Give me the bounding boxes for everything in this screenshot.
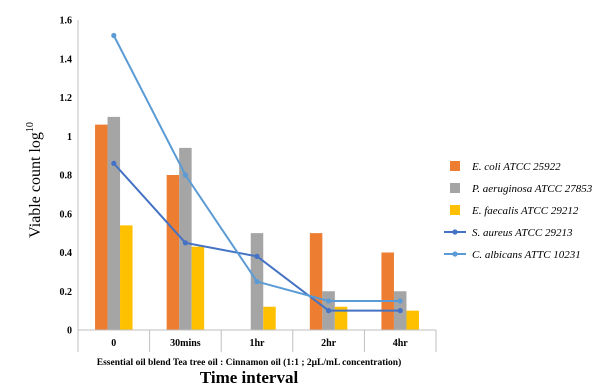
y-tick-label: 0.4 xyxy=(60,248,73,259)
series-point xyxy=(397,308,403,314)
legend-swatch-marker xyxy=(452,251,458,257)
y-tick-label: 1.6 xyxy=(60,16,73,27)
legend-swatch xyxy=(450,183,460,193)
bar xyxy=(95,124,108,330)
x-tick-label: 0 xyxy=(111,338,116,349)
bar xyxy=(107,116,121,330)
series-point xyxy=(111,160,117,166)
series-point xyxy=(326,308,332,314)
y-tick-label: 0 xyxy=(67,326,72,337)
bars xyxy=(95,116,419,330)
legend-label: S. aureus ATCC 29213 xyxy=(472,227,573,239)
legend-label: P. aeruginosa ATCC 27853 xyxy=(471,183,593,195)
x-tick-label: 4hr xyxy=(393,338,409,349)
legend-label: E. coli ATCC 25922 xyxy=(471,161,561,173)
y-axis-label-superscript: 10 xyxy=(25,122,36,132)
bar xyxy=(334,306,348,330)
legend-label: C. albicans ATTC 10231 xyxy=(472,249,581,261)
lines xyxy=(111,32,403,314)
series-point xyxy=(326,298,332,304)
x-axis-note: Essential oil blend Tea tree oil : Cinna… xyxy=(97,357,401,368)
y-axis-label: Viable count log xyxy=(27,132,44,238)
bar xyxy=(179,147,192,330)
y-axis-title: Viable count log10 xyxy=(25,122,44,238)
bar xyxy=(120,225,133,330)
x-tick-label: 30mins xyxy=(170,338,201,349)
y-tick-label: 1.2 xyxy=(60,93,73,104)
x-axis-title: Time interval xyxy=(200,368,299,387)
bar xyxy=(309,233,323,330)
series-point xyxy=(182,240,188,246)
legend-label: E. faecalis ATCC 29212 xyxy=(471,205,579,217)
x-tick-label: 1hr xyxy=(250,338,266,349)
bar xyxy=(381,252,394,330)
y-tick-label: 1 xyxy=(67,132,72,143)
y-tick-label: 1.4 xyxy=(60,54,73,65)
x-tick-label: 2hr xyxy=(321,338,337,349)
bar xyxy=(166,175,180,330)
bar xyxy=(263,306,276,330)
legend: E. coli ATCC 25922 P. aeruginosa ATCC 278… xyxy=(444,161,593,261)
axes xyxy=(77,20,437,352)
series-point xyxy=(397,298,403,304)
svg-text:Viable count log10: Viable count log10 xyxy=(25,122,44,238)
y-tick-label: 0.2 xyxy=(60,287,73,298)
x-ticks: 0 30mins 1hr 2hr 4hr xyxy=(111,338,408,349)
legend-swatch-marker xyxy=(452,229,458,235)
series-point xyxy=(182,172,188,178)
bar xyxy=(406,310,419,330)
y-tick-label: 0.6 xyxy=(60,209,73,220)
bar xyxy=(191,246,205,330)
y-ticks: 0 0.2 0.4 0.6 0.8 1 1.2 1.4 1.6 xyxy=(60,16,73,337)
series-point xyxy=(111,32,117,39)
series-point xyxy=(254,253,260,259)
series-point xyxy=(254,278,260,285)
legend-swatch xyxy=(450,205,460,215)
legend-swatch xyxy=(450,161,460,171)
y-tick-label: 0.8 xyxy=(60,171,73,182)
